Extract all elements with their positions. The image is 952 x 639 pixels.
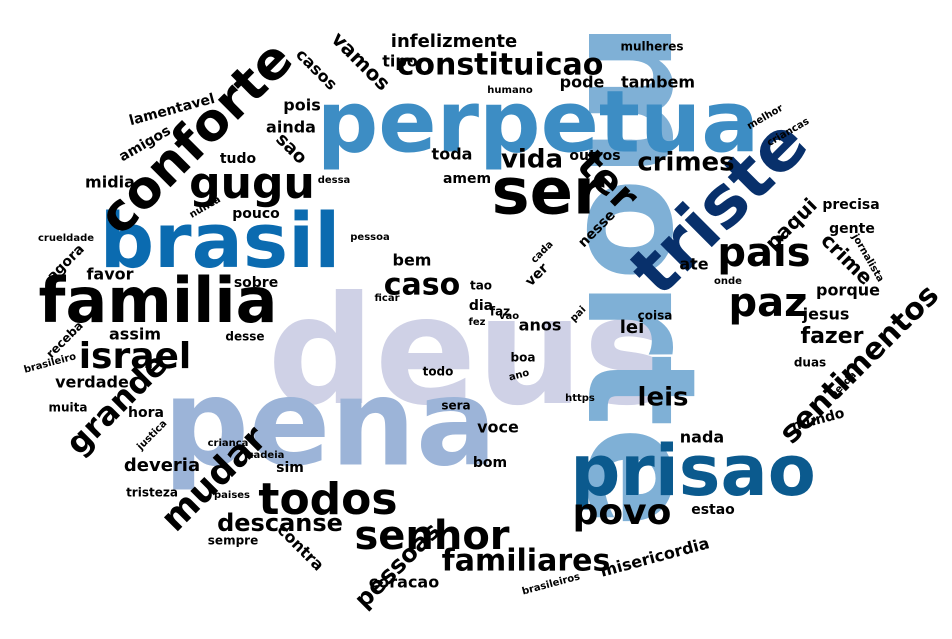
word-caso: caso (384, 268, 461, 303)
word-ainda: ainda (266, 118, 316, 137)
word-prisao: prisao (570, 430, 816, 512)
word-sobre: sobre (234, 275, 278, 291)
word-ser: ser (491, 156, 605, 230)
word-duas: duas (794, 356, 826, 370)
word-crimes: crimes (637, 148, 734, 178)
word-infelizmente: infelizmente (391, 31, 517, 52)
word-leis: leis (638, 383, 689, 413)
word-tambem: tambem (621, 73, 695, 92)
word-precisa: precisa (822, 197, 879, 213)
word-bom: bom (473, 455, 507, 471)
word-fazer: fazer (801, 324, 864, 349)
word-tristeza: tristeza (126, 486, 178, 500)
word-tipo: tipo (382, 52, 418, 71)
word-porque: porque (816, 281, 880, 300)
word-familia: familia (38, 264, 277, 337)
word-pois: pois (283, 96, 320, 115)
word-hora: hora (128, 405, 164, 421)
word-mulheres: mulheres (620, 40, 683, 54)
word-faz: faz (490, 305, 510, 319)
word-deus: deus (267, 265, 672, 439)
word-crueldade: crueldade (38, 233, 94, 244)
word-paises: paises (214, 490, 250, 501)
word-crianca: crianca (208, 438, 249, 449)
word-pais: pais (717, 230, 810, 276)
word-brasil: brasil (100, 196, 341, 285)
word-israel: israel (79, 336, 192, 377)
word-dessa: dessa (318, 175, 351, 186)
word-ano: ano (508, 367, 531, 383)
word-voce: voce (477, 418, 519, 437)
word-ficar: ficar (374, 293, 399, 304)
word-dia: dia (469, 298, 493, 314)
word-pode: pode (560, 73, 605, 92)
word-outros: outros (569, 148, 620, 164)
word-ate: ate (679, 255, 708, 274)
word-paz: paz (729, 280, 808, 326)
word-tao: tao (470, 279, 492, 293)
word-boa: boa (511, 351, 536, 365)
word-gente: gente (829, 221, 875, 237)
word-humano: humano (487, 85, 533, 96)
word-cada: cada (529, 239, 556, 266)
word-jesus: jesus (802, 305, 850, 324)
word-constituicao: constituicao (397, 48, 604, 83)
word-toda: toda (432, 145, 473, 164)
word-coisa: coisa (638, 309, 673, 323)
word-assim: assim (109, 325, 161, 344)
word-pena: pena (163, 355, 497, 494)
word-sim: sim (276, 460, 304, 476)
word-todos: todos (258, 474, 397, 525)
word-verdade: verdade (55, 373, 129, 392)
word-todo: todo (423, 365, 454, 379)
word-muita: muita (49, 401, 88, 415)
word-fez: fez (469, 317, 486, 328)
word-coracao: coracao (369, 573, 439, 592)
word-favor: favor (86, 265, 133, 284)
word-sera: sera (441, 399, 470, 413)
word-vao: vao (499, 311, 519, 322)
word-amem: amem (443, 171, 491, 187)
word-gugu: gugu (189, 158, 315, 209)
word-anos: anos (519, 316, 562, 335)
word-perpetua: perpetua (317, 72, 760, 172)
word-pouco: pouco (232, 206, 280, 222)
word-cadeia: cadeia (248, 450, 285, 461)
word-midia: midia (85, 173, 135, 192)
word-familiares: familiares (442, 544, 611, 579)
word-senhor: senhor (354, 513, 509, 559)
word-https: https (565, 393, 595, 404)
word-bem: bem (393, 251, 432, 270)
word-sempre: sempre (208, 534, 258, 548)
word-morte: morte (553, 22, 727, 529)
word-deveria: deveria (124, 455, 200, 476)
word-lei: lei (620, 317, 645, 338)
word-vida: vida (501, 145, 563, 175)
word-estao: estao (691, 502, 735, 518)
word-tudo: tudo (220, 151, 257, 167)
word-misericordia: misericordia (598, 533, 711, 580)
word-pessoa: pessoa (350, 232, 389, 243)
word-nada: nada (680, 428, 724, 447)
word-desse: desse (225, 330, 264, 344)
word-descanse: descanse (217, 509, 343, 537)
word-povo: povo (573, 492, 672, 533)
word-onde: onde (714, 276, 742, 287)
